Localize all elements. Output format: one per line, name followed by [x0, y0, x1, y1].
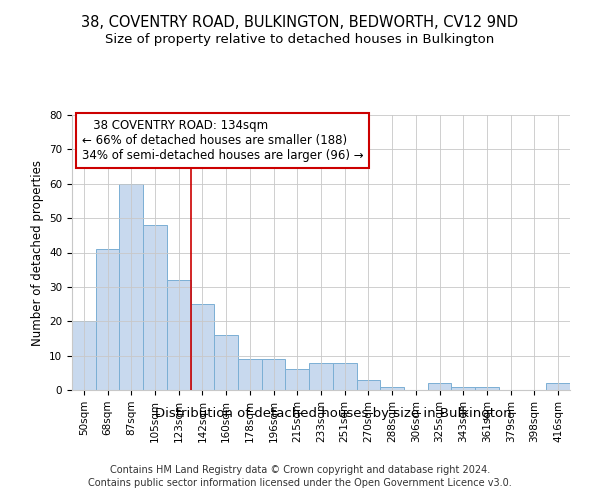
- Bar: [96, 249, 119, 390]
- Bar: [333, 362, 356, 390]
- Bar: [191, 304, 214, 390]
- Bar: [380, 386, 404, 390]
- Bar: [451, 386, 475, 390]
- Text: 38 COVENTRY ROAD: 134sqm
← 66% of detached houses are smaller (188)
34% of semi-: 38 COVENTRY ROAD: 134sqm ← 66% of detach…: [82, 119, 364, 162]
- Text: Size of property relative to detached houses in Bulkington: Size of property relative to detached ho…: [106, 32, 494, 46]
- Bar: [309, 362, 333, 390]
- Text: Contains public sector information licensed under the Open Government Licence v3: Contains public sector information licen…: [88, 478, 512, 488]
- Text: Distribution of detached houses by size in Bulkington: Distribution of detached houses by size …: [155, 408, 511, 420]
- Bar: [286, 370, 309, 390]
- Bar: [143, 225, 167, 390]
- Bar: [356, 380, 380, 390]
- Bar: [72, 322, 96, 390]
- Bar: [475, 386, 499, 390]
- Bar: [546, 383, 570, 390]
- Bar: [167, 280, 191, 390]
- Bar: [119, 184, 143, 390]
- Text: 38, COVENTRY ROAD, BULKINGTON, BEDWORTH, CV12 9ND: 38, COVENTRY ROAD, BULKINGTON, BEDWORTH,…: [82, 15, 518, 30]
- Y-axis label: Number of detached properties: Number of detached properties: [31, 160, 44, 346]
- Text: Contains HM Land Registry data © Crown copyright and database right 2024.: Contains HM Land Registry data © Crown c…: [110, 465, 490, 475]
- Bar: [262, 359, 286, 390]
- Bar: [214, 335, 238, 390]
- Bar: [428, 383, 451, 390]
- Bar: [238, 359, 262, 390]
